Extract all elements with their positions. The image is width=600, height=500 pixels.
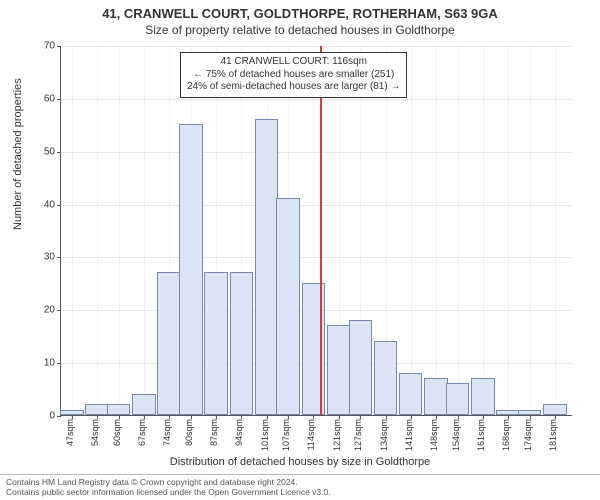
grid-line-h xyxy=(61,152,572,153)
footer-line-1: Contains HM Land Registry data © Crown c… xyxy=(6,477,594,487)
xtick-label: 168sqm xyxy=(501,419,511,451)
grid-line-h xyxy=(61,46,572,47)
grid-line-v xyxy=(555,46,556,415)
histogram-bar xyxy=(446,383,469,415)
chart-title-main: 41, CRANWELL COURT, GOLDTHORPE, ROTHERHA… xyxy=(0,0,600,21)
grid-line-v xyxy=(72,46,73,415)
histogram-bar xyxy=(85,404,108,415)
ytick-label: 50 xyxy=(44,146,61,157)
y-axis-label: Number of detached properties xyxy=(12,78,24,230)
histogram-bar xyxy=(374,341,397,415)
histogram-bar xyxy=(255,119,278,415)
xtick-label: 60sqm xyxy=(112,419,122,446)
xtick-label: 67sqm xyxy=(137,419,147,446)
histogram-bar xyxy=(543,404,566,415)
marker-line xyxy=(320,46,322,415)
grid-line-h xyxy=(61,257,572,258)
plot-area: 01020304050607047sqm54sqm60sqm67sqm74sqm… xyxy=(60,46,572,416)
histogram-bar xyxy=(132,394,155,415)
xtick-label: 161sqm xyxy=(476,419,486,451)
grid-line-v xyxy=(97,46,98,415)
histogram-bar xyxy=(276,198,299,415)
xtick-label: 141sqm xyxy=(404,419,414,451)
xtick-label: 101sqm xyxy=(260,419,270,451)
annotation-line-2: ← 75% of detached houses are smaller (25… xyxy=(187,69,400,82)
xtick-label: 74sqm xyxy=(162,419,172,446)
xtick-label: 134sqm xyxy=(379,419,389,451)
xtick-label: 127sqm xyxy=(353,419,363,451)
annotation-box: 41 CRANWELL COURT: 116sqm ← 75% of detac… xyxy=(180,52,407,98)
histogram-bar xyxy=(518,410,541,415)
histogram-bar xyxy=(399,373,422,415)
xtick-label: 107sqm xyxy=(281,419,291,451)
xtick-label: 114sqm xyxy=(306,419,316,450)
grid-line-v xyxy=(530,46,531,415)
grid-line-v xyxy=(508,46,509,415)
xtick-label: 154sqm xyxy=(451,419,461,451)
grid-line-v xyxy=(458,46,459,415)
grid-line-v xyxy=(436,46,437,415)
grid-line-v xyxy=(411,46,412,415)
xtick-label: 54sqm xyxy=(90,419,100,446)
xtick-label: 94sqm xyxy=(234,419,244,446)
grid-line-v xyxy=(144,46,145,415)
histogram-bar xyxy=(60,410,83,415)
grid-line-v xyxy=(119,46,120,415)
x-axis-label: Distribution of detached houses by size … xyxy=(0,456,600,468)
ytick-label: 70 xyxy=(44,41,61,52)
xtick-label: 148sqm xyxy=(429,419,439,451)
histogram-bar xyxy=(424,378,447,415)
xtick-label: 80sqm xyxy=(184,419,194,446)
ytick-label: 40 xyxy=(44,199,61,210)
chart-title-sub: Size of property relative to detached ho… xyxy=(0,21,600,37)
grid-line-h xyxy=(61,99,572,100)
histogram-bar xyxy=(157,272,180,415)
attribution-footer: Contains HM Land Registry data © Crown c… xyxy=(0,474,600,500)
xtick-label: 181sqm xyxy=(548,419,558,451)
xtick-label: 87sqm xyxy=(209,419,219,446)
histogram-bar xyxy=(230,272,253,415)
ytick-label: 60 xyxy=(44,93,61,104)
histogram-bar xyxy=(107,404,130,415)
histogram-bar xyxy=(471,378,494,415)
xtick-label: 121sqm xyxy=(332,419,342,451)
footer-line-2: Contains public sector information licen… xyxy=(6,487,594,497)
histogram-bar xyxy=(204,272,227,415)
xtick-label: 174sqm xyxy=(523,419,533,451)
histogram-bar xyxy=(349,320,372,415)
histogram-bar xyxy=(179,124,202,415)
ytick-label: 20 xyxy=(44,305,61,316)
grid-line-h xyxy=(61,205,572,206)
annotation-line-1: 41 CRANWELL COURT: 116sqm xyxy=(187,56,400,69)
annotation-line-3: 24% of semi-detached houses are larger (… xyxy=(187,81,400,94)
grid-line-v xyxy=(483,46,484,415)
ytick-label: 30 xyxy=(44,252,61,263)
histogram-bar xyxy=(496,410,519,415)
plot-canvas: 01020304050607047sqm54sqm60sqm67sqm74sqm… xyxy=(60,46,572,416)
ytick-label: 10 xyxy=(44,358,61,369)
xtick-label: 47sqm xyxy=(65,419,75,446)
histogram-bar xyxy=(327,325,350,415)
